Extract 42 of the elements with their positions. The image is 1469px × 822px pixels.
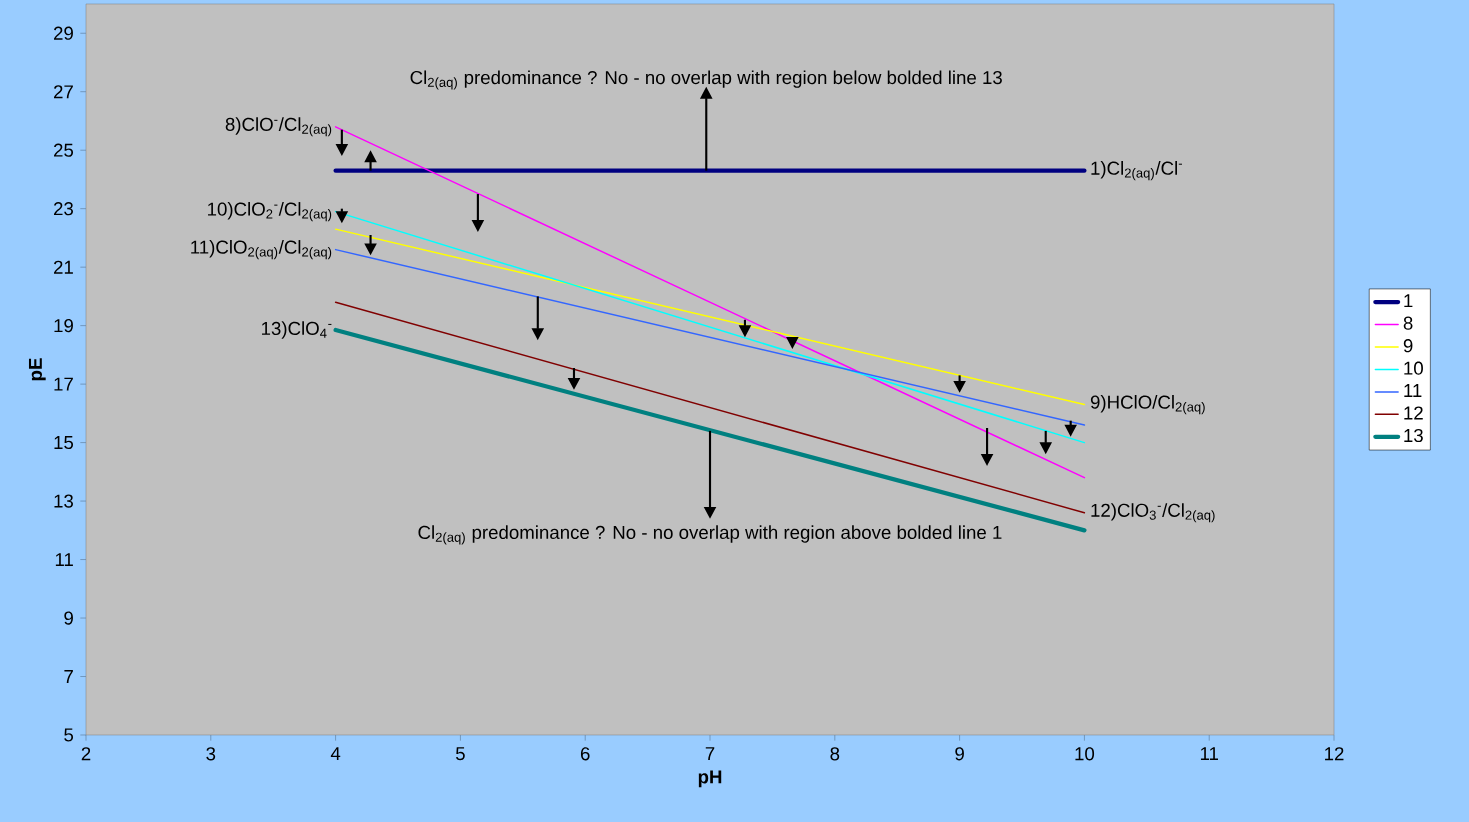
legend-label: 8 [1403, 316, 1413, 330]
annotation: 11)ClO$_{2(aq)}$/Cl$_{2(aq)}$ [191, 240, 332, 260]
x-tick-label: 12 [1325, 747, 1344, 761]
annotation: 13)ClO$_{4}$- [262, 321, 332, 339]
x-tick-label: 2 [81, 747, 91, 761]
y-tick-label: 23 [54, 202, 73, 216]
y-tick-label: 9 [64, 611, 73, 625]
legend-label: 9 [1403, 339, 1413, 353]
x-tick-label: 3 [206, 747, 216, 761]
legend-label: 13 [1404, 428, 1423, 443]
y-tick-label: 7 [64, 670, 73, 683]
y-tick-label: 11 [55, 553, 73, 566]
annotation: 8)ClO$^{-}$/Cl$_{2(aq)}$ [225, 117, 332, 137]
x-tick-label: 5 [455, 747, 465, 761]
y-tick-label: 19 [54, 319, 73, 333]
y-tick-label: 21 [54, 260, 73, 274]
x-tick-label: 7 [705, 747, 715, 761]
annotation: Cl$_{2(aq)}$ predominance ? No - no overlap with region above bolded line 1 [418, 525, 1002, 545]
legend-label: 10 [1404, 361, 1423, 375]
annotation: 9)HClO/Cl$_{2(aq)}$ [1090, 395, 1205, 415]
x-axis-title: pH [698, 770, 722, 788]
legend-label: 1 [1404, 294, 1413, 308]
y-tick-label: 5 [64, 728, 74, 742]
x-tick-label: 11 [1200, 747, 1218, 761]
annotation: Cl$_{2(aq)}$ predominance ? No - no overlap with region below bolded line 13 [410, 70, 1002, 90]
y-tick-label: 29 [54, 26, 73, 40]
legend-label: 12 [1404, 406, 1423, 420]
x-tick-label: 6 [580, 747, 590, 761]
y-tick-label: 15 [54, 436, 74, 450]
annotation: 10)ClO$_{2}$$^{-}$/Cl$_{2(aq)}$ [208, 202, 332, 222]
annotation: 12)ClO$_{3}$$^{-}$/Cl$_{2(aq)}$ [1091, 503, 1215, 523]
y-axis-title: pE [28, 358, 46, 381]
annotation: 1)Cl$_{2(aq)}$/Cl$^{-}$ [1091, 161, 1182, 181]
x-tick-label: 4 [330, 747, 341, 761]
y-tick-label: 13 [54, 494, 73, 508]
y-tick-label: 25 [54, 143, 74, 157]
x-tick-label: 8 [830, 747, 840, 761]
y-tick-label: 27 [54, 85, 73, 99]
legend-label: 11 [1404, 384, 1422, 397]
x-tick-label: 9 [955, 747, 964, 761]
x-tick-label: 10 [1075, 747, 1095, 761]
y-tick-label: 17 [54, 377, 73, 391]
